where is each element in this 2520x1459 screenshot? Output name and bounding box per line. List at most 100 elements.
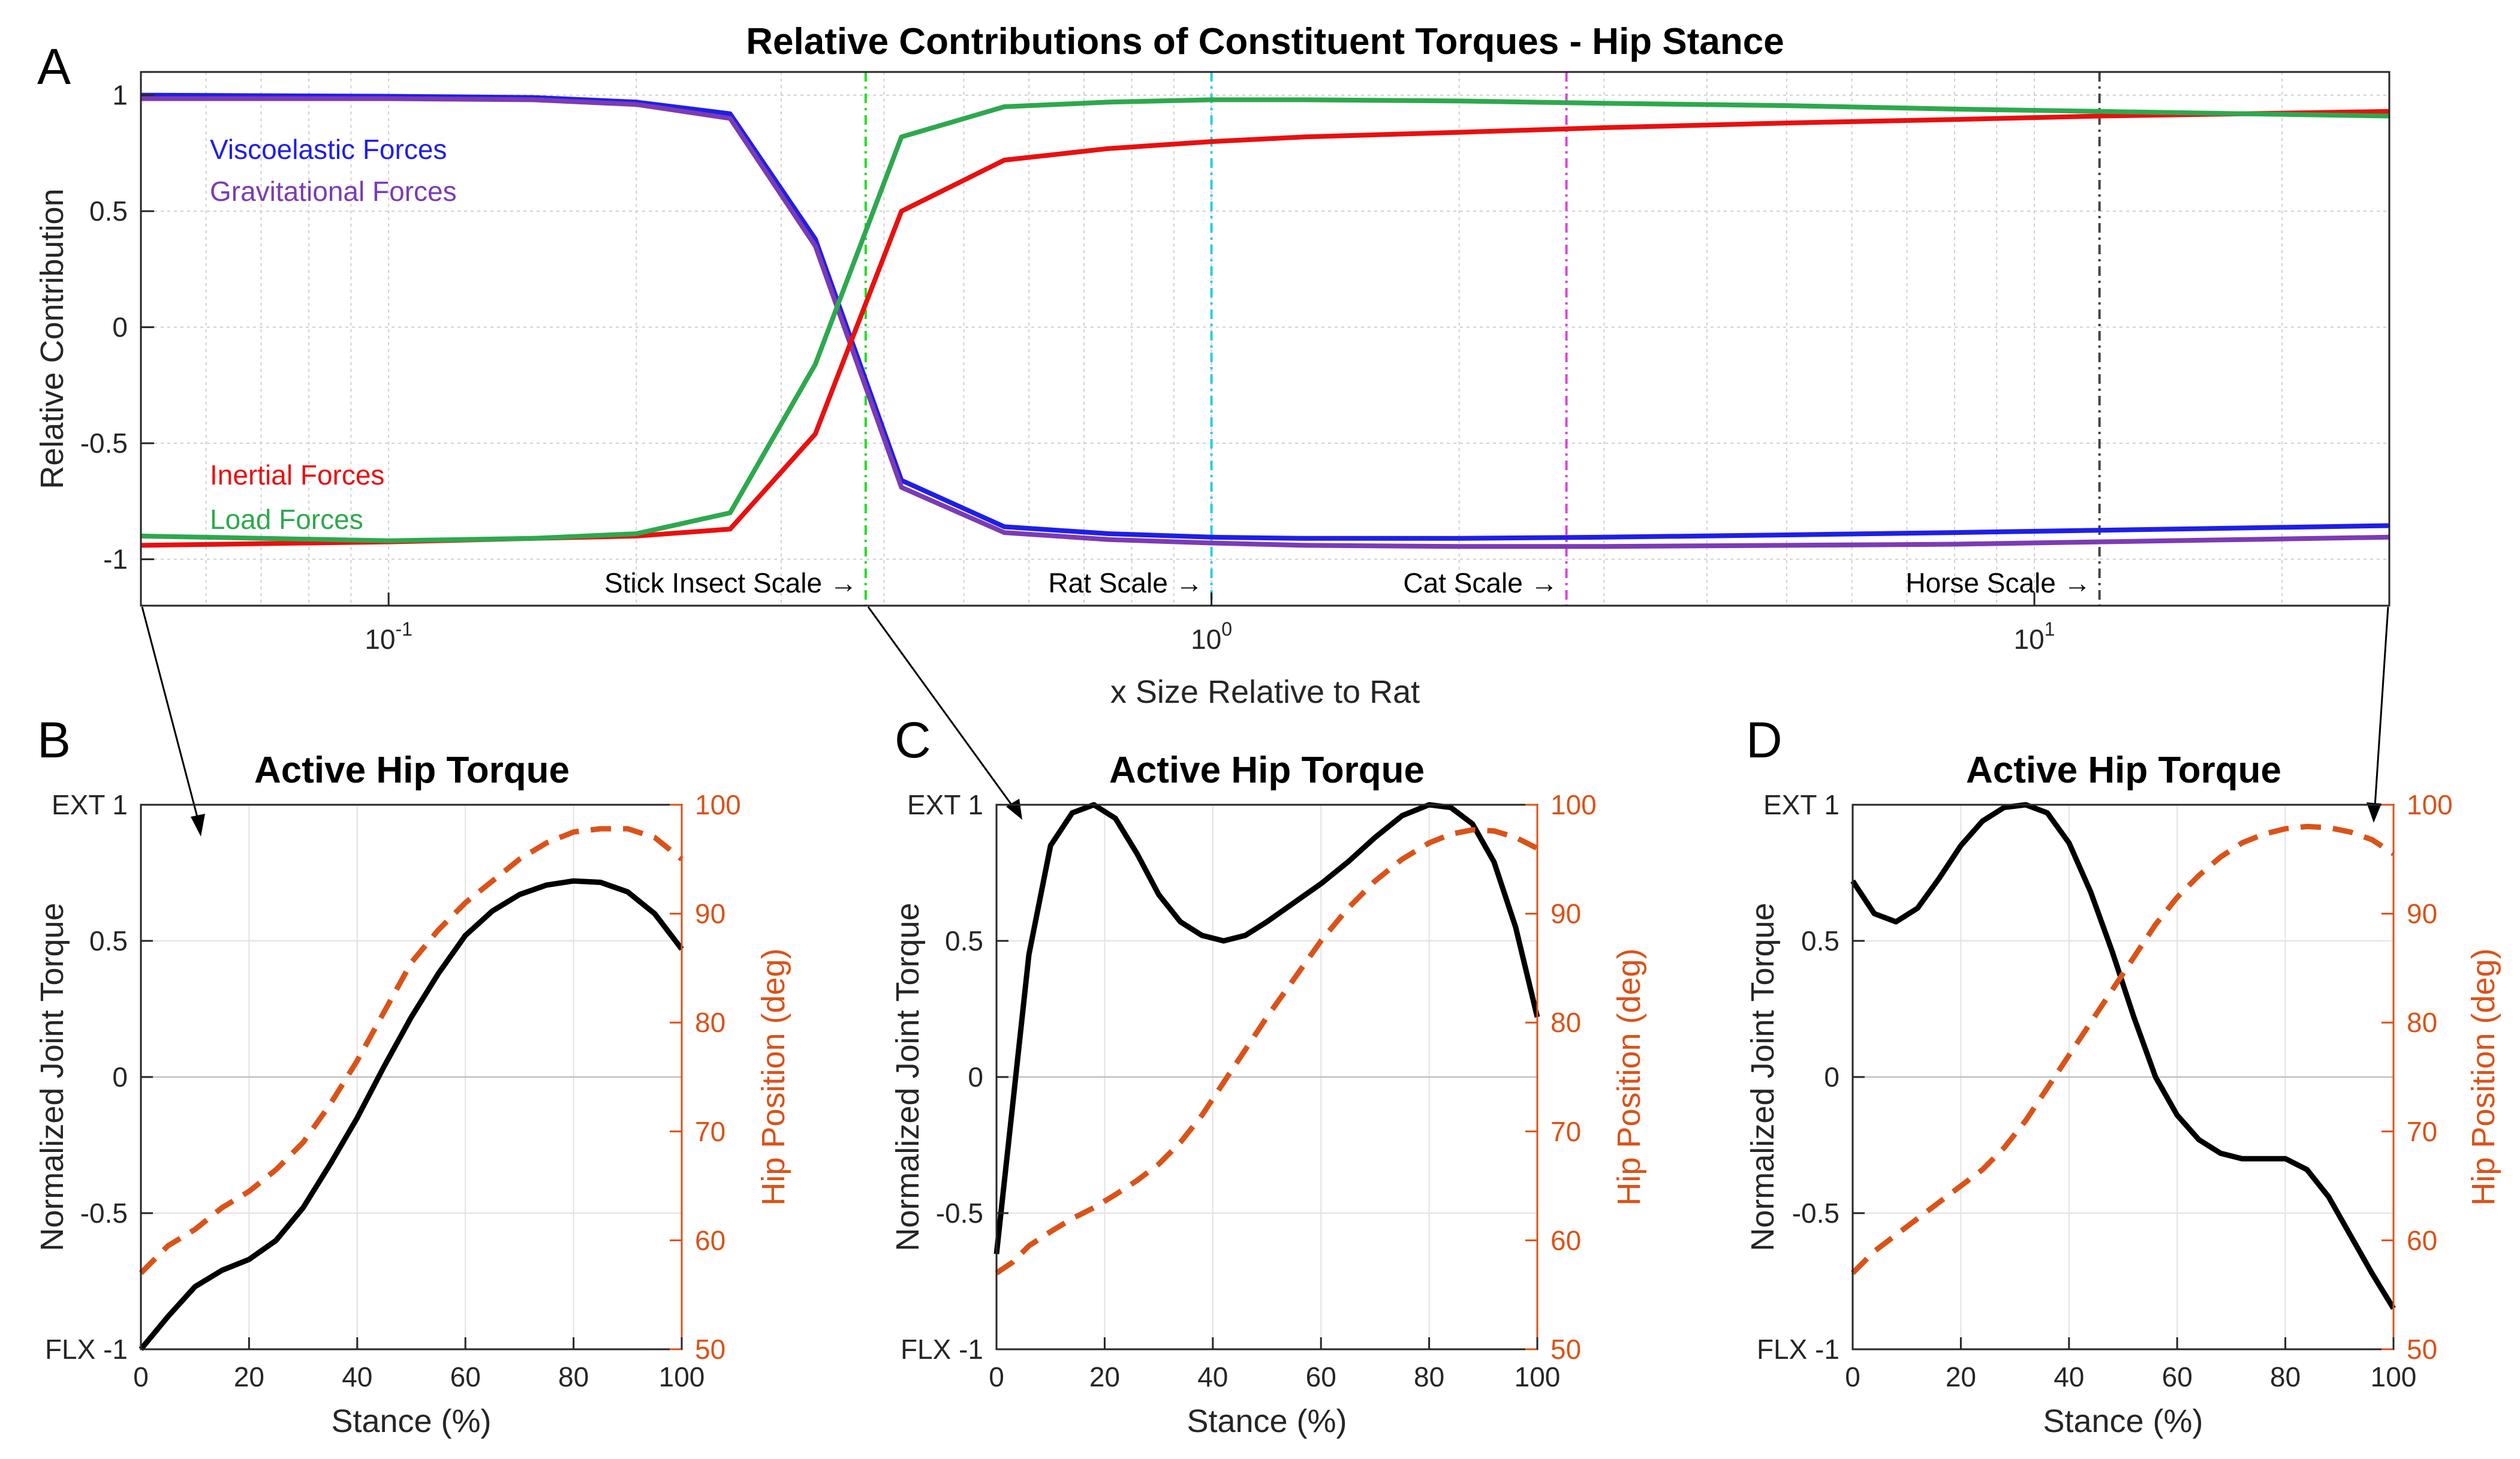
y-tick-label: FLX -1: [901, 1334, 983, 1365]
y2-tick-label: 60: [1550, 1225, 1581, 1256]
chart-a-scale-markers: Stick Insect Scale → Rat Scale → Cat Scale…: [604, 72, 2101, 606]
y2-tick-label: 70: [695, 1116, 725, 1147]
series-hip-position: [139, 826, 684, 1276]
x-tick-label: 20: [234, 1361, 264, 1392]
y2-tick-label: 90: [2407, 898, 2437, 929]
chart-c-x-label: Stance (%): [1187, 1403, 1347, 1439]
chart-a-y-ticks: 1 0.5 0 -0.5 -1: [80, 80, 154, 575]
series-hip-position: [995, 827, 1539, 1276]
y2-tick-label: 50: [695, 1334, 725, 1365]
y-tick-label: -0.5: [1792, 1198, 1839, 1229]
y-tick-label: FLX -1: [45, 1334, 128, 1365]
x-tick-label: 100: [1191, 618, 1232, 655]
y-tick-label: 0.5: [89, 195, 128, 227]
x-tick-label: 60: [2162, 1361, 2193, 1392]
x-tick-label: 40: [1197, 1361, 1228, 1392]
y2-tick-label: 50: [2407, 1334, 2437, 1365]
x-tick-label: 60: [450, 1361, 481, 1392]
series-torque: [139, 878, 684, 1351]
y-tick-label: -0.5: [80, 1198, 128, 1229]
series-torque: [1850, 802, 2396, 1310]
chart-d-y-ticks: EXT 1 0.5 0 -0.5 FLX -1: [1757, 789, 1865, 1365]
series-hip-position: [1850, 823, 2395, 1276]
y2-tick-label: 100: [1550, 789, 1597, 820]
scale-marker-label: Horse Scale →: [1905, 567, 2091, 598]
y2-tick-label: 60: [2407, 1225, 2437, 1256]
chart-a-title: Relative Contributions of Constituent To…: [746, 21, 1784, 62]
y2-tick-label: 80: [695, 1007, 725, 1038]
chart-b-x-label: Stance (%): [331, 1403, 491, 1439]
chart-b-y-ticks: EXT 1 0.5 0 -0.5 FLX -1: [45, 789, 153, 1365]
y-tick-label: -0.5: [936, 1198, 983, 1229]
chart-d-y2-ticks: 100 90 80 70 60 50: [2381, 789, 2453, 1365]
chart-b-y2-ticks: 100 90 80 70 60 50: [670, 789, 741, 1365]
x-tick-label: 20: [1089, 1361, 1120, 1392]
x-tick-label: 20: [1946, 1361, 1976, 1392]
chart-b-title: Active Hip Torque: [254, 750, 570, 791]
connector-arrows: [141, 606, 2389, 837]
x-tick-label: 80: [2270, 1361, 2301, 1392]
chart-a-grid: [140, 72, 2389, 606]
connector-arrow-b: [141, 606, 202, 831]
x-tick-label: 0: [133, 1361, 149, 1392]
chart-c-y-ticks: EXT 1 0.5 0 -0.5 FLX -1: [901, 789, 1008, 1365]
y-tick-label: 0.5: [945, 925, 983, 956]
legend-load-forces: Load Forces: [210, 504, 363, 535]
y2-tick-label: 90: [695, 898, 725, 929]
panel-a: A Relative Contributions of Constituent …: [34, 21, 2390, 710]
x-tick-label: 100: [659, 1361, 705, 1392]
chart-d-title: Active Hip Torque: [1966, 750, 2281, 791]
y2-tick-label: 70: [1550, 1116, 1581, 1147]
x-tick-label: 60: [1306, 1361, 1336, 1392]
y-tick-label: 1: [112, 80, 128, 111]
x-tick-label: 40: [342, 1361, 372, 1392]
y-tick-label: 0: [112, 1061, 128, 1093]
chart-b-series: [139, 826, 684, 1351]
legend-gravitational-forces: Gravitational Forces: [210, 176, 457, 207]
y2-tick-label: 80: [2407, 1007, 2437, 1038]
chart-b-y2-label: Hip Position (deg): [755, 948, 791, 1205]
y2-tick-label: 90: [1550, 898, 1581, 929]
series-load-forces: [140, 97, 2390, 543]
legend-inertial-forces: Inertial Forces: [210, 459, 384, 491]
chart-c-y2-label: Hip Position (deg): [1611, 948, 1647, 1205]
y-tick-label: 0: [112, 312, 128, 343]
chart-c-y-label: Normalized Joint Torque: [890, 903, 926, 1251]
x-tick-label: 100: [1515, 1361, 1561, 1392]
scale-marker-label: Rat Scale →: [1048, 567, 1203, 598]
chart-c-title: Active Hip Torque: [1109, 750, 1425, 791]
chart-c-x-ticks: 0 20 40 60 80 100: [989, 1337, 1560, 1392]
y-tick-label: -1: [103, 544, 128, 575]
series-torque: [993, 802, 1540, 1255]
y2-tick-label: 80: [1550, 1007, 1581, 1038]
connector-arrowhead-b: [191, 814, 205, 837]
y-tick-label: -0.5: [80, 428, 128, 459]
chart-a-series: [140, 92, 2390, 549]
x-tick-label: 0: [1845, 1361, 1860, 1392]
y-tick-label: EXT 1: [52, 789, 128, 820]
connector-arrow-c: [867, 606, 1019, 814]
chart-d-y2-label: Hip Position (deg): [2465, 948, 2501, 1205]
y2-tick-label: 100: [695, 789, 741, 820]
x-tick-label: 10-1: [365, 618, 413, 655]
y-tick-label: EXT 1: [1763, 789, 1839, 820]
scale-marker-label: Cat Scale →: [1403, 567, 1558, 598]
chart-a-x-label: x Size Relative to Rat: [1110, 674, 1420, 710]
y2-tick-label: 70: [2407, 1116, 2437, 1147]
chart-b-y-label: Normalized Joint Torque: [34, 903, 70, 1251]
chart-d-x-ticks: 0 20 40 60 80 100: [1845, 1337, 2416, 1392]
y-tick-label: FLX -1: [1757, 1334, 1839, 1365]
y-tick-label: 0: [968, 1061, 983, 1093]
panel-label-c: C: [895, 712, 931, 768]
panel-label-b: B: [37, 712, 71, 768]
connector-arrow-d: [2373, 606, 2389, 816]
scale-marker-label: Stick Insect Scale →: [604, 567, 857, 598]
chart-a-frame: [140, 71, 2390, 607]
chart-b-x-ticks: 0 20 40 60 80 100: [133, 1337, 704, 1392]
chart-a-y-label: Relative Contribution: [34, 188, 70, 489]
x-tick-label: 0: [989, 1361, 1004, 1392]
y-tick-label: EXT 1: [907, 789, 983, 820]
